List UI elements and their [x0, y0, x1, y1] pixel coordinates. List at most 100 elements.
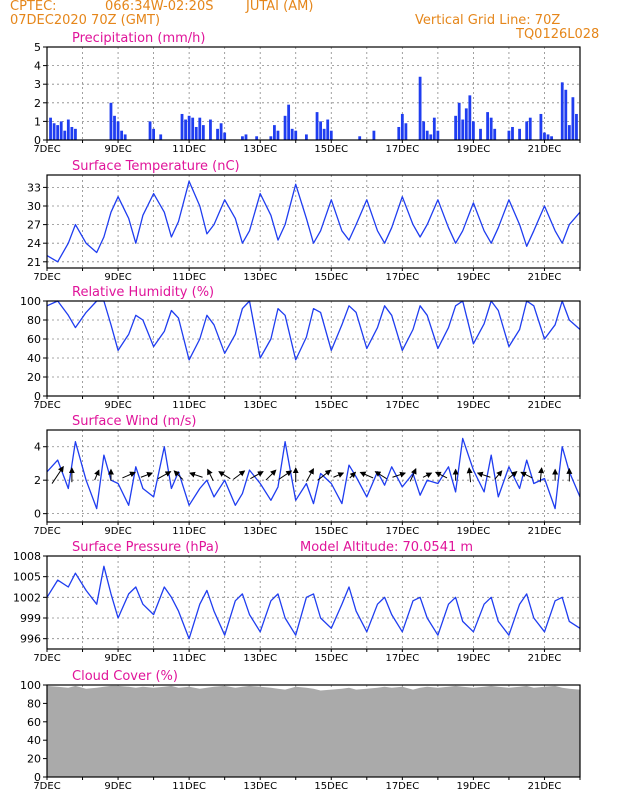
precip-bar: [191, 117, 195, 140]
cloud-ytick-label: 60: [27, 716, 41, 729]
precip-bar: [432, 117, 436, 140]
precip-bar: [219, 123, 223, 140]
temp-ytick-label: 30: [27, 200, 41, 213]
wind-arrow: [409, 467, 417, 482]
precip-xtick-label: 13DEC: [243, 144, 277, 155]
precip-bar: [560, 82, 564, 140]
rh-ytick-label: 60: [27, 333, 41, 346]
precip-bar: [116, 121, 120, 140]
precip-bar: [49, 117, 52, 140]
precip-bar: [187, 115, 191, 140]
precip-bar: [66, 119, 70, 140]
precip-bar: [109, 102, 113, 140]
temp-ytick-label: 24: [27, 237, 41, 250]
precip-bar: [198, 117, 202, 140]
wind-arrow: [140, 472, 154, 478]
precip-ytick-label: 1: [34, 115, 41, 128]
precip-bar: [543, 132, 546, 140]
pres-xtick-label: 21DEC: [528, 653, 562, 664]
rh-ytick-label: 100: [20, 295, 41, 308]
wind-arrow: [278, 470, 293, 480]
precip-ytick-label: 2: [34, 97, 41, 110]
precip-bar: [518, 128, 521, 140]
wind-ytick-label: 0: [34, 508, 41, 521]
rh-series-line: [46, 300, 581, 361]
temp-frame: [46, 174, 581, 269]
precip-ytick-label: 0: [34, 134, 41, 147]
precip-bar: [468, 95, 472, 140]
wind-arrow: [359, 471, 374, 479]
precip-frame: [46, 46, 581, 141]
precip-bar: [294, 130, 298, 140]
wind-xtick-label: 15DEC: [314, 526, 348, 537]
precip-bar: [255, 136, 259, 140]
precip-bar: [287, 104, 291, 140]
cloud-ytick-label: 80: [27, 697, 41, 710]
precip-bar: [283, 115, 287, 140]
pres-ytick-label: 1008: [13, 550, 41, 563]
wind-series-line: [46, 437, 581, 510]
pres-xtick-label: 11DEC: [172, 653, 206, 664]
wind-arrow: [507, 471, 518, 480]
temp-xtick-label: 9DEC: [104, 272, 131, 283]
precip-bar: [358, 136, 362, 140]
wind-ytick-label: 4: [34, 441, 41, 454]
temp-ytick-label: 27: [27, 219, 41, 232]
precip-bar: [194, 126, 198, 140]
precip-bar: [436, 130, 440, 140]
precip-bar: [429, 134, 433, 140]
precip-bar: [120, 130, 124, 140]
precip-bar: [489, 117, 493, 140]
precip-bar: [276, 130, 280, 140]
rh-ytick-label: 20: [27, 371, 41, 384]
wind-arrow: [250, 471, 264, 480]
pres-ytick-label: 999: [20, 612, 41, 625]
precip-xtick-label: 9DEC: [104, 144, 131, 155]
precip-bar: [63, 130, 67, 140]
wind-xtick-label: 19DEC: [457, 526, 491, 537]
temp-ytick-label: 21: [27, 256, 41, 269]
precip-bar: [315, 112, 319, 140]
pres-xtick-label: 7DEC: [33, 653, 60, 664]
wind-arrow: [207, 468, 214, 481]
header-source: CPTEC:: [10, 0, 57, 14]
precip-bar: [52, 123, 56, 140]
precip-bar: [269, 136, 273, 140]
temp-panel: 21 24 27 30 33 7DEC 9DEC 11DEC 13DEC 15DEC 17DEC 19…: [27, 159, 581, 283]
wind-arrow: [422, 472, 433, 478]
precip-bar: [550, 136, 553, 140]
precip-title: Precipitation (mm/h): [72, 31, 205, 46]
precip-bar: [464, 108, 468, 140]
pres-xtick-label: 19DEC: [457, 653, 491, 664]
precip-bar: [184, 119, 187, 140]
wind-arrow: [333, 472, 345, 478]
precip-bar: [507, 130, 511, 140]
rh-panel: 0 20 40 60 80 100 7DEC 9DEC 11DEC 13DEC 15DEC 17DEC…: [20, 285, 581, 411]
precip-bar: [70, 126, 74, 140]
precip-bar: [546, 134, 550, 140]
header-gridline: Vertical Grid Line: 70Z: [415, 13, 561, 28]
precip-bar: [329, 130, 333, 140]
cloud-xtick-label: 7DEC: [33, 781, 60, 792]
temp-xtick-label: 11DEC: [172, 272, 206, 283]
precip-bar: [290, 128, 294, 140]
precip-bar: [326, 119, 330, 140]
precip-bar: [319, 121, 323, 140]
header-code: TQ0126L028: [516, 27, 600, 42]
rh-ytick-label: 80: [27, 314, 41, 327]
precip-bar: [241, 136, 244, 140]
precip-bar: [74, 128, 77, 140]
wind-arrow: [188, 471, 203, 478]
temp-xtick-label: 17DEC: [385, 272, 419, 283]
cloud-xtick-label: 13DEC: [243, 781, 277, 792]
temp-xtick-label: 21DEC: [528, 272, 562, 283]
precip-bar: [123, 134, 127, 140]
rh-xtick-label: 9DEC: [104, 400, 131, 411]
cloud-xtick-label: 17DEC: [385, 781, 419, 792]
cloud-ytick-label: 100: [20, 679, 41, 692]
wind-arrow: [122, 471, 136, 479]
cloud-xtick-label: 11DEC: [172, 781, 206, 792]
cloud-ytick-label: 20: [27, 753, 41, 766]
precip-bar: [56, 125, 60, 140]
